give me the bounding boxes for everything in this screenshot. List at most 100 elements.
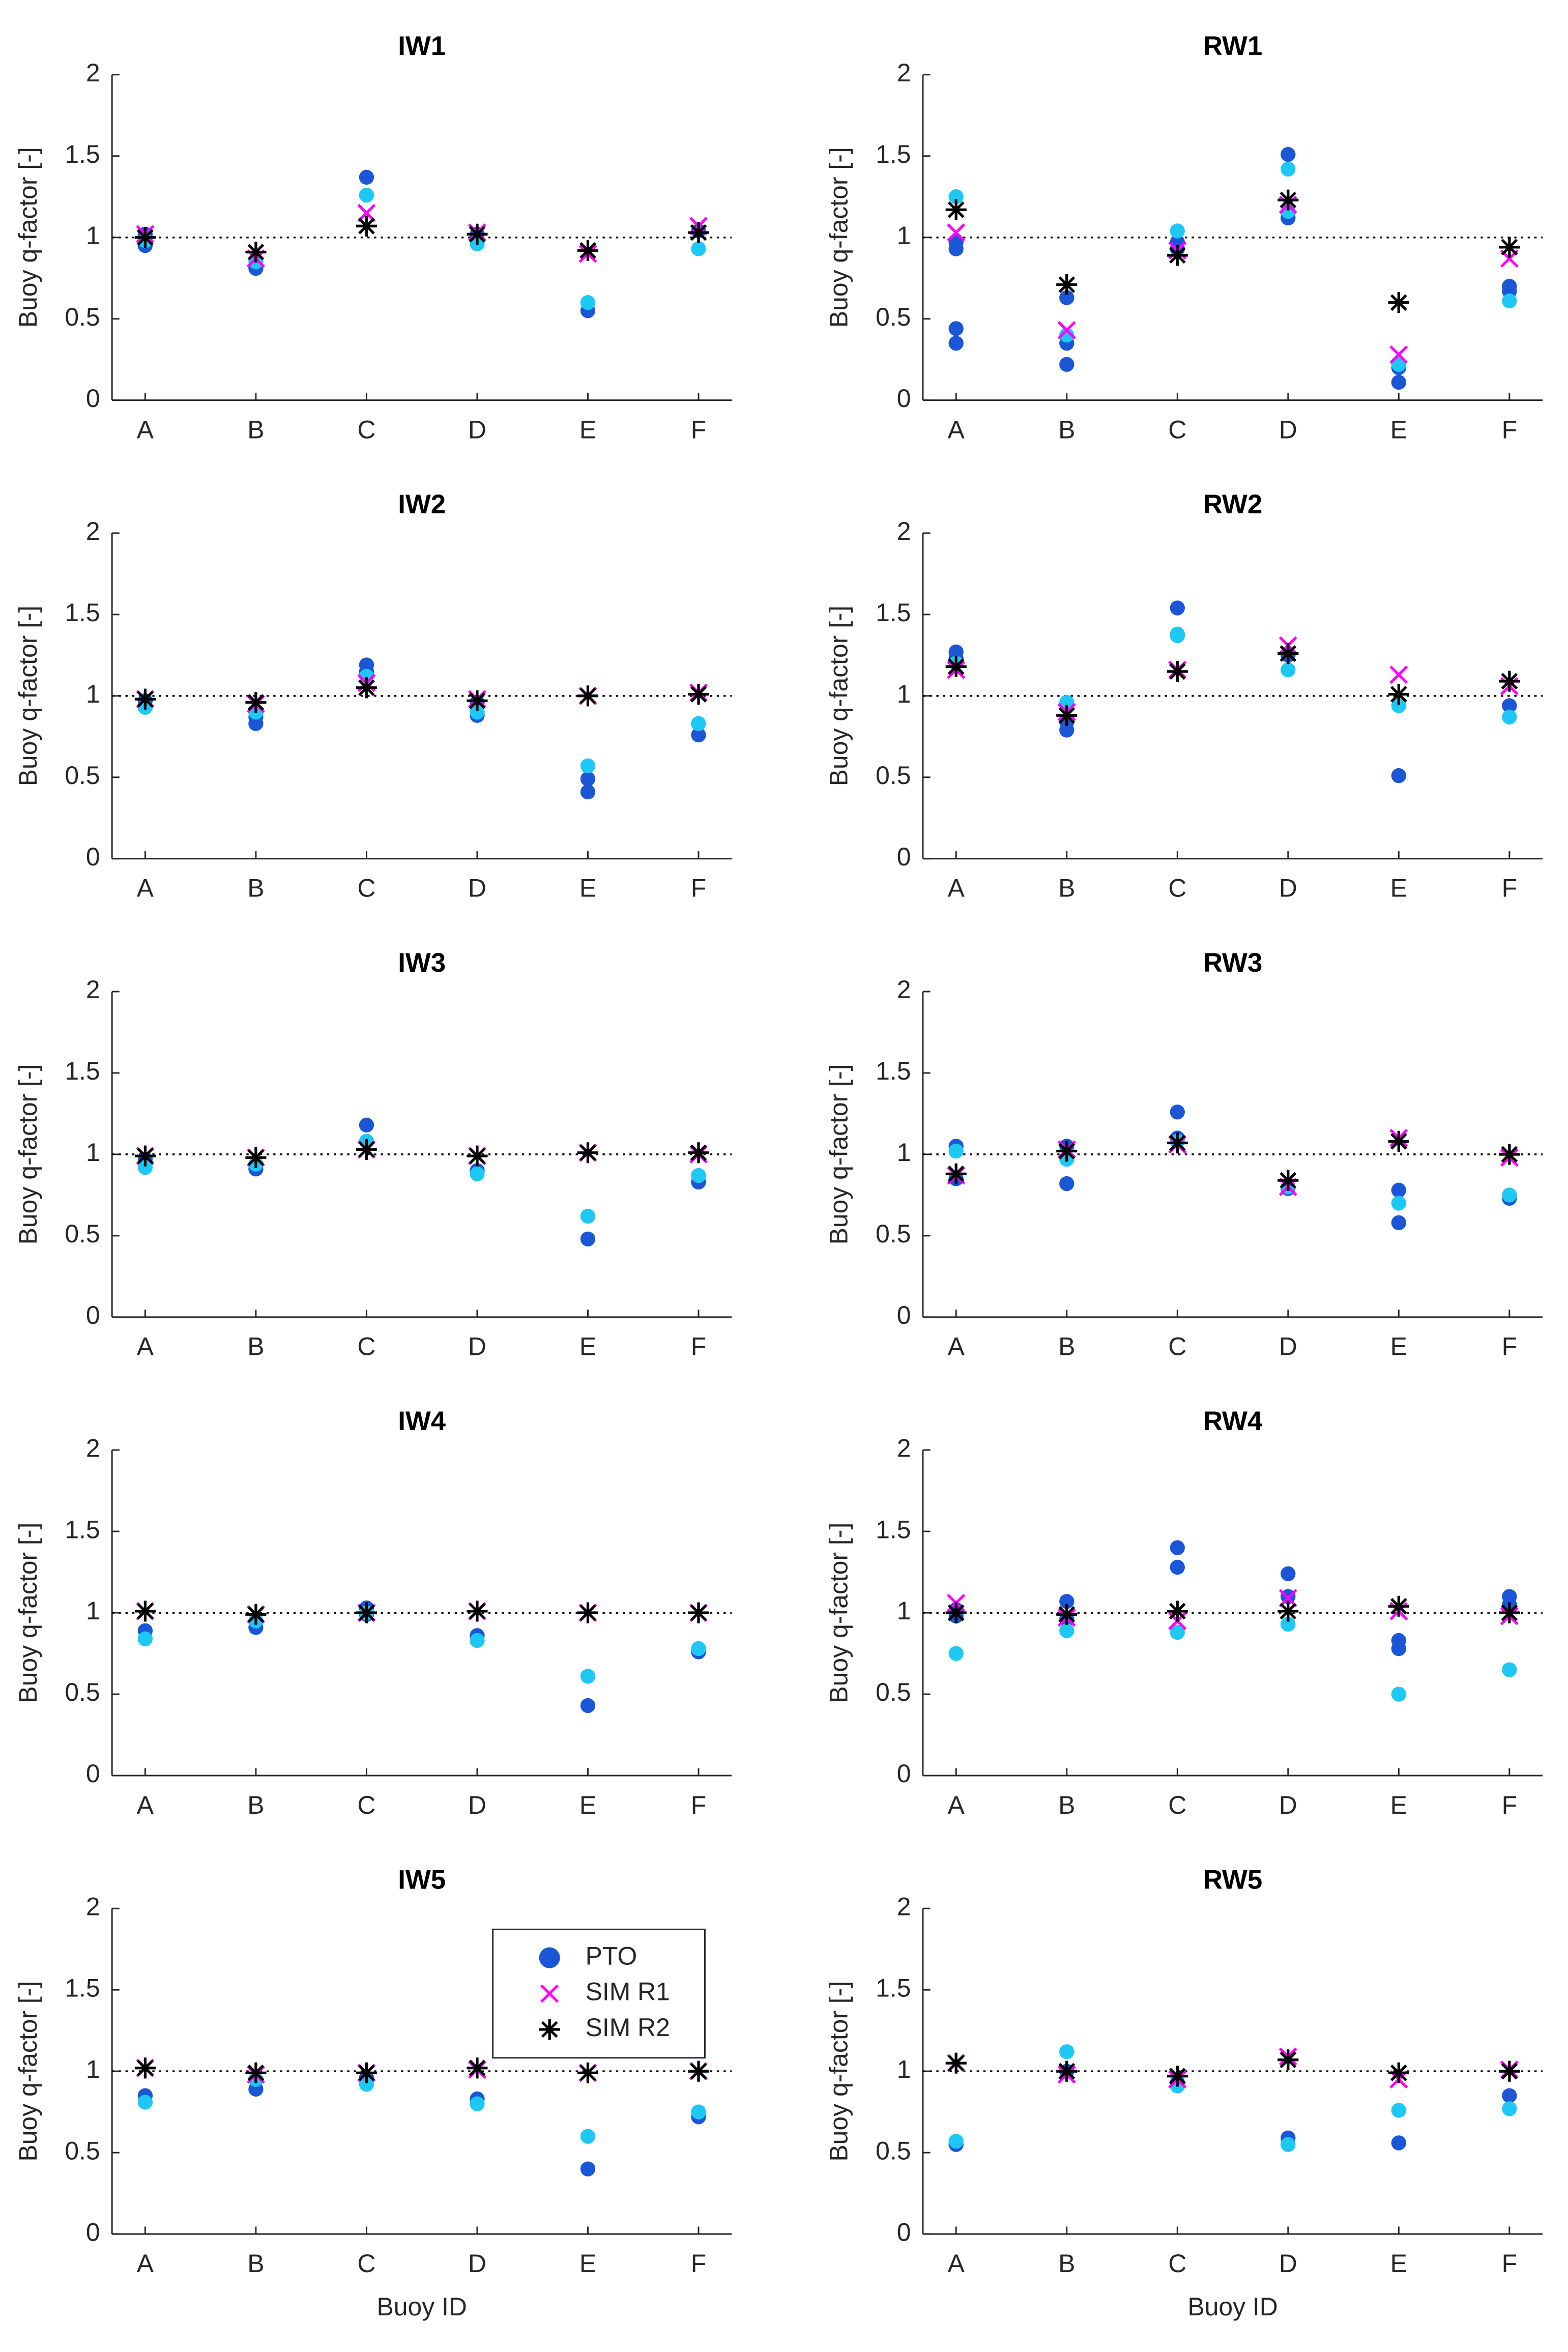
x-tick-label: A	[137, 874, 154, 903]
sim-r2-point	[245, 2062, 267, 2083]
y-tick-label: 1	[86, 1138, 100, 1167]
sim-r2-point	[688, 2060, 709, 2082]
subplot: RW2 Buoy q-factor [-] 0 0.5 1 1.5 2 A B C D E F	[825, 489, 1543, 903]
y-tick-label: 1	[897, 2055, 911, 2083]
sim-r2-point	[1056, 274, 1078, 296]
pto-point	[1281, 1566, 1296, 1581]
x-tick-label: C	[1168, 1791, 1186, 1819]
sim-r1-point	[1389, 345, 1408, 364]
pto-point	[470, 2096, 485, 2111]
sim-r2-point	[1499, 2060, 1520, 2082]
sim-r2-point	[356, 2062, 377, 2083]
y-tick-label: 0.5	[876, 1678, 911, 1706]
y-tick-label: 2	[86, 517, 100, 545]
y-tick-label: 1.5	[65, 1973, 100, 2002]
y-tick-label: 2	[897, 975, 911, 1004]
subplot-title: RW5	[1203, 1865, 1262, 1895]
y-axis-label: Buoy q-factor [-]	[825, 1064, 853, 1245]
y-tick-label: 1.5	[876, 598, 911, 627]
x-tick-label: B	[1058, 874, 1075, 903]
x-tick-label: C	[1168, 415, 1186, 444]
pto-point	[1170, 600, 1185, 616]
x-tick-label: F	[1502, 2249, 1517, 2278]
x-tick-label: B	[1058, 1332, 1075, 1361]
sim-r2-point	[945, 1602, 967, 1623]
y-tick-label: 1	[897, 1596, 911, 1625]
sim-r2-point	[1388, 2062, 1409, 2083]
sim-r2-point	[1499, 671, 1520, 692]
sim-r2-point	[945, 2052, 967, 2074]
x-tick-label: D	[468, 874, 486, 903]
pto-point	[580, 758, 596, 774]
pto-point	[580, 771, 596, 787]
y-axis-label: Buoy q-factor [-]	[825, 605, 853, 786]
y-tick-label: 1	[897, 221, 911, 250]
x-tick-label: B	[1058, 415, 1075, 444]
x-tick-label: C	[1168, 2249, 1186, 2278]
subplot: IW5 Buoy q-factor [-] Buoy ID 0 0.5 1 1.5 2 A B C D…	[14, 1865, 732, 2321]
sim-r2-point	[1499, 1602, 1520, 1623]
subplot-title: IW5	[398, 1865, 446, 1895]
y-tick-label: 0	[86, 1759, 100, 1788]
pto-point	[1170, 626, 1185, 642]
pto-point	[1170, 1559, 1185, 1575]
pto-point	[1391, 357, 1406, 372]
sim-r2-point	[1499, 1144, 1520, 1165]
y-tick-label: 0	[897, 1301, 911, 1329]
pto-point	[1391, 768, 1406, 783]
sim-r2-point	[1277, 1170, 1299, 1191]
y-tick-label: 2	[86, 59, 100, 87]
x-tick-label: B	[247, 874, 264, 903]
pto-point	[1502, 2101, 1517, 2116]
sim-r2-point	[356, 1602, 377, 1623]
y-tick-label: 2	[86, 975, 100, 1004]
subplot-title: RW1	[1203, 31, 1262, 61]
sim-r1-point	[1057, 321, 1076, 340]
sim-r2-point	[134, 227, 156, 248]
y-tick-label: 1	[86, 680, 100, 708]
sim-r2-point	[1167, 1132, 1188, 1154]
pto-point	[948, 321, 964, 336]
sim-r2-point	[688, 684, 709, 705]
x-tick-label: E	[1390, 1332, 1407, 1361]
y-tick-label: 0.5	[65, 303, 100, 331]
sim-r2-point	[577, 2062, 599, 2083]
sim-r2-point	[467, 2057, 488, 2079]
sim-r2-point	[1388, 1595, 1409, 1617]
x-tick-label: D	[1279, 2249, 1297, 2278]
pto-point	[1059, 290, 1075, 305]
sim-r2-point	[1388, 1130, 1409, 1152]
x-tick-label: D	[468, 1332, 486, 1361]
pto-point	[1391, 1687, 1406, 1702]
y-tick-label: 0	[86, 2218, 100, 2246]
sim-r2-point	[467, 223, 488, 245]
x-tick-label: F	[691, 1791, 706, 1819]
y-tick-label: 0.5	[876, 2136, 911, 2165]
legend-marker	[539, 2019, 560, 2040]
x-tick-label: A	[948, 1332, 965, 1361]
x-tick-label: A	[948, 415, 965, 444]
sim-r2-point	[134, 1145, 156, 1167]
x-tick-label: A	[137, 1791, 154, 1819]
pto-point	[1281, 1616, 1296, 1632]
y-tick-label: 1	[897, 680, 911, 708]
sim-r2-point	[688, 1602, 709, 1623]
subplot-title: IW2	[398, 489, 446, 519]
subplot-title: RW2	[1203, 489, 1262, 519]
pto-point	[470, 1633, 485, 1648]
x-tick-label: D	[468, 1791, 486, 1819]
sim-r2-point	[467, 690, 488, 711]
x-tick-label: C	[1168, 874, 1186, 903]
sim-r2-point	[1277, 2049, 1299, 2071]
legend-marker	[540, 1984, 559, 2003]
y-tick-label: 0	[86, 843, 100, 871]
x-tick-label: C	[357, 415, 375, 444]
y-axis-label: Buoy q-factor [-]	[825, 1523, 853, 1703]
x-tick-label: E	[579, 1791, 596, 1819]
pto-point	[1059, 357, 1075, 372]
y-tick-label: 1	[86, 2055, 100, 2083]
x-tick-label: A	[948, 2249, 965, 2278]
y-tick-label: 0.5	[65, 2136, 100, 2165]
x-tick-label: B	[247, 2249, 264, 2278]
